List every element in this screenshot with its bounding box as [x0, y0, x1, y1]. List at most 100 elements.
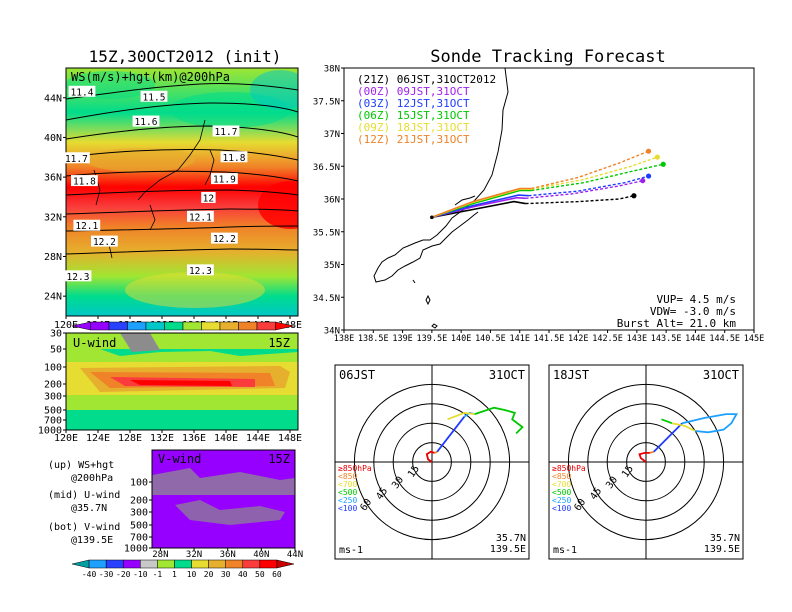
vwind-time: 15Z	[268, 452, 290, 466]
track-x-axis: 138E 138.5E 139E 139.5E 140E 140.5E 141E 141.5E…	[334, 330, 764, 344]
colorbar-cell	[276, 559, 295, 569]
track-descent-line	[525, 195, 635, 205]
y-tick-label: 34N	[324, 327, 340, 337]
hodograph-legend-item: ≥850hPa	[552, 464, 586, 473]
x-tick-label: 140E	[214, 433, 238, 444]
colorbar-cell	[71, 559, 90, 569]
y-tick-label: 35N	[324, 261, 340, 271]
colorbar-label: -1	[153, 570, 163, 579]
contour-label: 11.6	[135, 117, 158, 128]
y-tick-label: 700	[130, 533, 148, 544]
colorbar-cell	[157, 559, 175, 569]
x-tick-label: 40N	[253, 550, 269, 560]
track-y-axis: 34N 34.5N 35N 35.5N 36N 36.5N 37N 37.5N 38N	[313, 65, 344, 337]
landing-point	[631, 193, 637, 199]
note-up: (up) WS+hgt	[48, 460, 114, 471]
hodograph-trace	[661, 418, 673, 425]
note-bot-sub: @139.5E	[71, 535, 113, 546]
y-tick-label: 300	[44, 392, 62, 403]
colorbar-cell	[256, 321, 276, 331]
y-tick-label: 36N	[324, 196, 340, 206]
note-mid-sub: @35.7N	[71, 503, 107, 514]
x-tick-label: 124E	[86, 433, 110, 444]
track-legend-item: (12Z) 21JST,31OCT	[357, 133, 470, 146]
x-tick-label: 139.5E	[416, 334, 447, 344]
y-tick-label: 300	[130, 508, 148, 519]
hodograph-trace	[474, 406, 524, 435]
colorbar-cell	[219, 321, 239, 331]
landing-point	[645, 173, 652, 179]
y-tick-label: 1000	[38, 426, 62, 437]
x-tick-label: 143E	[627, 334, 647, 344]
contour-label: 12.2	[93, 237, 116, 248]
colorbar-cell	[174, 559, 192, 569]
annotation-vdw: VDW= -3.0 m/s	[650, 305, 736, 318]
contour-label-box	[63, 152, 90, 164]
contour-label: 12	[203, 193, 214, 204]
contour-label-box	[187, 210, 214, 222]
track-legend-item: (00Z) 09JST,31OCT	[357, 85, 470, 98]
annotation-vup: VUP= 4.5 m/s	[657, 293, 736, 306]
colorbar-cell	[90, 321, 110, 331]
colorbar-cell	[182, 321, 202, 331]
track-descent-line	[531, 156, 658, 190]
y-tick-label: 37.5N	[313, 97, 340, 107]
hodograph-lat: 35.7N	[496, 533, 526, 544]
contour-label: 11.7	[65, 154, 88, 165]
contour-label: 11.5	[143, 92, 166, 103]
track-ascent-line	[431, 187, 532, 219]
colorbar-label: -10	[133, 570, 148, 579]
colorbar-cell	[108, 321, 128, 331]
x-tick-label: 44N	[287, 550, 303, 560]
colorbar-label: 30	[221, 570, 231, 579]
y-tick-label: 38N	[324, 65, 340, 75]
x-tick-label: 139E	[392, 334, 412, 344]
contour-label-box	[220, 151, 248, 163]
contour-label-box	[68, 85, 96, 97]
hodograph-trace	[638, 451, 650, 463]
colorbar-label: -20	[116, 570, 131, 579]
colorbar-label: 40	[238, 570, 248, 579]
hodograph-legend-item: <100	[552, 504, 571, 513]
ws-panel: WS(m/s)+hgt(km)@200hPa 11.4 11.5 11.6 11.7 1…	[44, 67, 302, 342]
hodograph-trace	[434, 450, 438, 454]
x-tick-label: 145E	[744, 334, 764, 344]
annotation-burst: Burst Alt= 21.0 km	[617, 317, 737, 330]
colorbar-cell	[191, 559, 209, 569]
x-tick-label: 144E	[685, 334, 705, 344]
landing-point	[654, 154, 660, 160]
left-panel-title: 15Z,30OCT2012 (init)	[89, 47, 282, 66]
uwind-time: 15Z	[268, 336, 290, 350]
hodograph-lon: 139.5E	[704, 544, 740, 555]
launch-point	[430, 215, 434, 220]
x-tick-label: 140.5E	[475, 334, 506, 344]
contour-label-box	[91, 235, 118, 247]
colorbar-cell	[105, 559, 124, 569]
hodograph-unit: ms-1	[553, 545, 577, 556]
landing-point	[660, 161, 666, 167]
y-tick-label: 50	[50, 345, 62, 356]
hodograph-date: 31OCT	[703, 368, 739, 382]
hodograph-lat: 35.7N	[710, 533, 740, 544]
hodograph-trace	[671, 422, 696, 432]
contour-label-box	[73, 219, 101, 231]
y-tick-label: 500	[44, 406, 62, 417]
x-tick-label: 142E	[568, 334, 588, 344]
y-tick-label: 36N	[44, 173, 62, 184]
colorbar-label: -40	[82, 570, 97, 579]
contour-label-box	[140, 90, 168, 102]
vwind-colorbar: -40 -30 -20 -10 -1 1 10 20 30 40 50 60	[71, 559, 295, 579]
coastline	[373, 68, 509, 329]
track-legend-item: (03Z) 12JST,31OCT	[357, 97, 470, 110]
contour-label-box	[187, 264, 214, 276]
ws-y-axis: 24N 28N 32N 36N 40N 44N	[44, 93, 66, 303]
note-mid: (mid) U-wind	[48, 490, 120, 501]
hodograph-trace	[649, 450, 655, 454]
hodograph-legend-item: <500	[338, 488, 357, 497]
hodograph-trace	[425, 450, 435, 463]
y-tick-label: 36.5N	[313, 163, 340, 173]
hodograph-unit: ms-1	[339, 545, 363, 556]
